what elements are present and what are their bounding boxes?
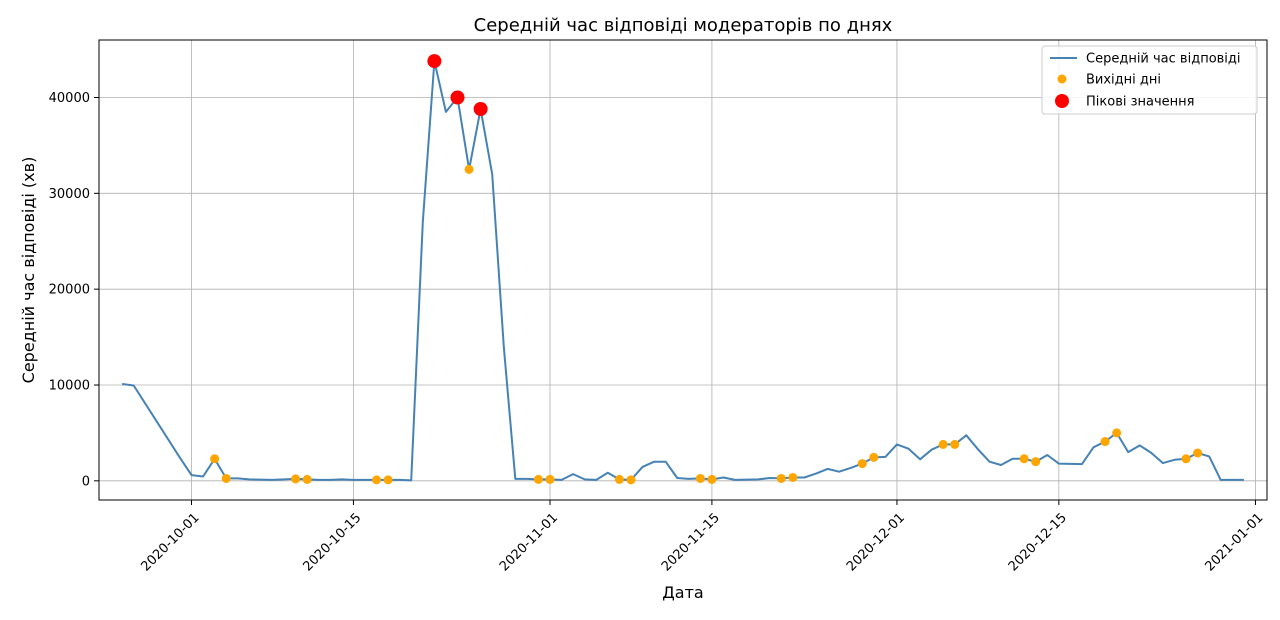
weekend-point [869, 452, 879, 462]
legend-label-weekend: Вихідні дні [1086, 73, 1161, 88]
peak-point [473, 102, 488, 116]
x-tick-label: 2020-10-15 [300, 510, 364, 574]
weekend-point [614, 474, 624, 484]
weekend-point [1019, 454, 1029, 464]
y-axis-label: Середній час відповіді (хв) [19, 157, 38, 384]
x-tick-label: 2020-11-01 [497, 510, 561, 574]
weekend-point [938, 439, 948, 449]
x-axis-label: Дата [662, 583, 703, 602]
weekend-point [950, 439, 960, 449]
legend-weekend-swatch [1057, 74, 1067, 84]
series-line-response-time [121, 60, 1244, 482]
weekend-point [776, 473, 786, 483]
weekend-point [210, 454, 220, 464]
weekend-point [788, 472, 798, 482]
weekend-point [302, 474, 312, 484]
weekend-point [695, 473, 705, 483]
weekend-point [1193, 448, 1203, 458]
weekend-point [533, 474, 543, 484]
plot-frame [98, 39, 1268, 501]
y-tick-label: 30000 [49, 187, 90, 202]
y-tick-label: 40000 [49, 91, 90, 106]
y-tick-label: 20000 [49, 283, 90, 298]
x-tick-label: 2020-12-01 [844, 510, 908, 574]
weekend-point [1112, 428, 1122, 438]
chart-title: Середній час відповіді модераторів по дн… [474, 15, 893, 36]
peak-point [427, 54, 442, 69]
weekend-point [545, 474, 555, 484]
weekend-point [383, 475, 393, 485]
weekend-point [291, 474, 301, 484]
x-tick-label: 2020-10-01 [139, 510, 203, 574]
legend-label-peak: Пікові значення [1086, 95, 1194, 110]
legend-label-line: Середній час відповіді [1086, 52, 1241, 67]
weekend-point [626, 475, 636, 485]
weekend-point [707, 474, 717, 484]
weekend-point [1031, 457, 1041, 467]
x-tick-label: 2020-11-15 [659, 510, 723, 574]
weekend-point [857, 459, 867, 469]
weekend-point [372, 475, 382, 485]
legend-box [1041, 45, 1258, 115]
x-tick-label: 2021-01-01 [1202, 510, 1266, 574]
y-tick-label: 10000 [49, 379, 90, 394]
peak-point [450, 90, 465, 105]
y-tick-label: 0 [82, 474, 90, 489]
x-tick-label: 2020-12-15 [1006, 510, 1070, 574]
weekend-point [464, 164, 474, 174]
legend-peak-swatch [1055, 94, 1069, 108]
weekend-point [221, 473, 231, 483]
weekend-point [1100, 437, 1110, 447]
weekend-point [1181, 454, 1191, 464]
